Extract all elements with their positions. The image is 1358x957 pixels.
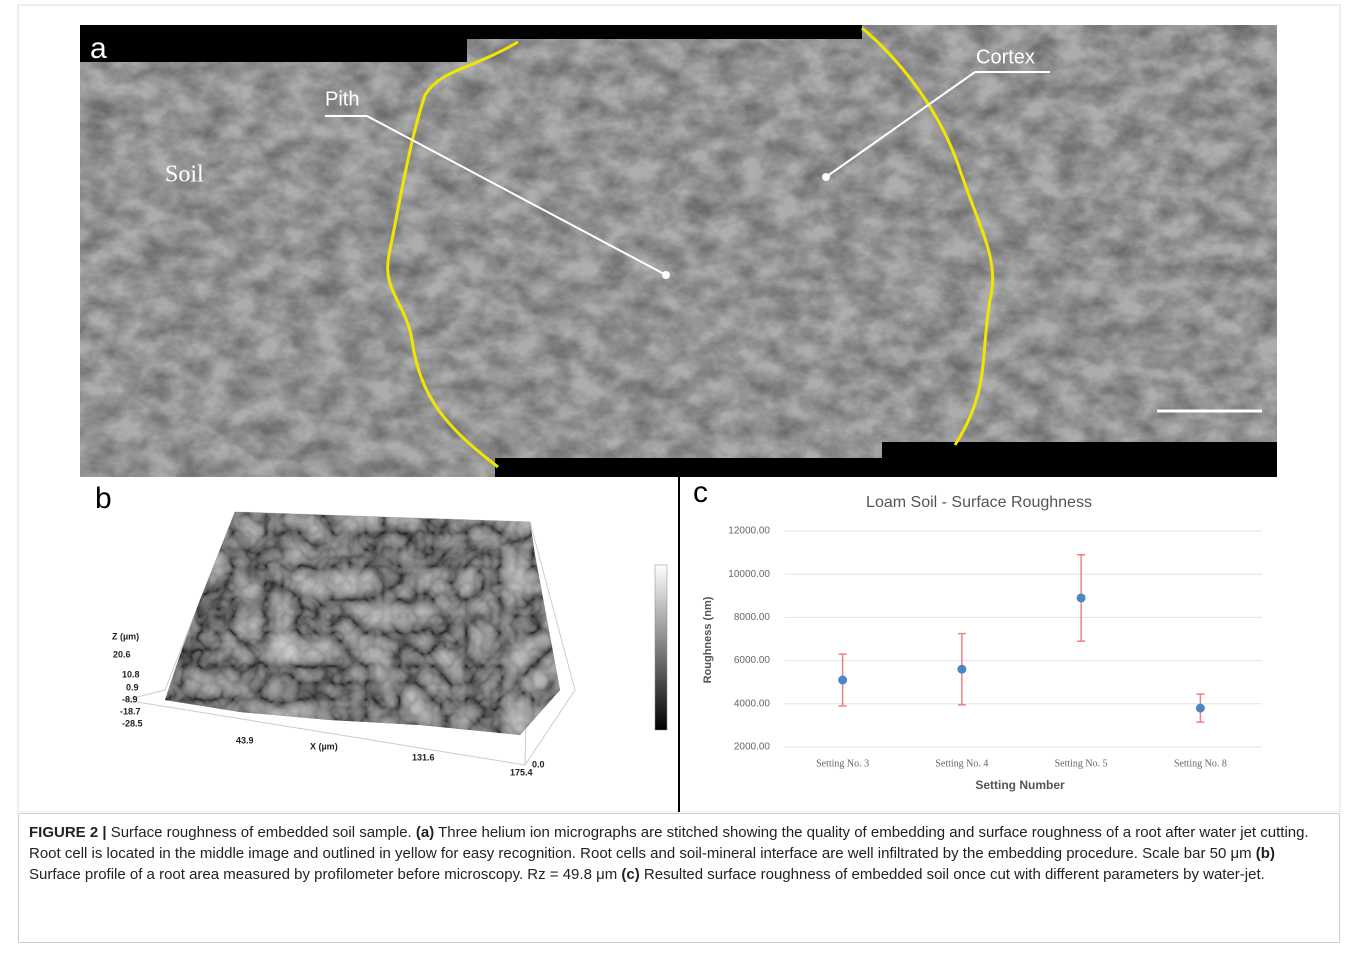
y-tick-label: 6000.00	[734, 655, 771, 666]
y-axis-label: Roughness (nm)	[702, 596, 714, 683]
colorbar	[655, 565, 667, 730]
y-tick-label: 8000.00	[734, 612, 771, 623]
panel-b: b Z (µm) 20.6 10.8 0.9 -8.9 -18.7 -28.5 …	[95, 482, 667, 777]
mask	[882, 442, 1277, 477]
tick-label: 10.8	[122, 669, 140, 679]
x-tick-label: Setting No. 4	[935, 758, 988, 769]
figure: a Pith Cortex Soil b Z (µm) 20.6 10.8 0.…	[0, 0, 1358, 812]
y-tick-label: 12000.00	[728, 526, 770, 537]
micrograph-texture	[80, 25, 1277, 477]
caption-text: Surface profile of a root area measured …	[29, 866, 621, 883]
caption-text: Surface roughness of embedded soil sampl…	[107, 824, 416, 841]
panel-c: c Loam Soil - Surface Roughness Setting …	[693, 476, 1262, 792]
y-tick-label: 10000.00	[728, 569, 770, 580]
label: Pith	[325, 88, 359, 110]
y-tick-label: 4000.00	[734, 698, 771, 709]
x-tick-label: Setting No. 8	[1174, 758, 1227, 769]
caption-tag: (b)	[1256, 845, 1275, 862]
point	[838, 676, 847, 685]
pointer-dot	[662, 271, 670, 279]
tick-label: 175.4	[510, 767, 533, 777]
mask	[80, 25, 467, 62]
caption-text: Resulted surface roughness of embedded s…	[640, 866, 1265, 883]
tick-label: 131.6	[412, 752, 435, 762]
caption-tag: (a)	[416, 824, 434, 841]
page: a Pith Cortex Soil b Z (µm) 20.6 10.8 0.…	[0, 0, 1358, 957]
tick-label: 0.0	[532, 759, 545, 769]
x-axis-label: Setting Number	[975, 778, 1065, 792]
point	[1196, 704, 1205, 713]
point	[1077, 593, 1086, 602]
chart-title: Loam Soil - Surface Roughness	[866, 494, 1092, 511]
label: Soil	[165, 162, 204, 188]
panel-tag: a	[90, 32, 107, 65]
tick-label: -18.7	[120, 706, 141, 716]
caption: FIGURE 2 | Surface roughness of embedded…	[18, 813, 1340, 943]
tick-label: 0.9	[126, 682, 139, 692]
tick-label: 20.6	[113, 649, 131, 659]
x-tick-label: Setting No. 5	[1055, 758, 1108, 769]
axis-label: Z (µm)	[112, 631, 139, 641]
tick-label: -8.9	[122, 694, 138, 704]
panel-a: a Pith Cortex Soil	[80, 25, 1277, 477]
point	[957, 665, 966, 674]
panel-tag: c	[693, 476, 708, 509]
axis-label: X (µm)	[310, 741, 338, 751]
tick-label: -28.5	[122, 718, 143, 728]
caption-tag: (c)	[621, 866, 639, 883]
panel-tag: b	[95, 482, 112, 515]
surface-texture	[150, 505, 570, 745]
pointer-dot	[822, 173, 830, 181]
tick-label: 43.9	[236, 735, 254, 745]
y-tick-label: 2000.00	[734, 742, 771, 753]
label: Cortex	[976, 46, 1035, 68]
x-tick-label: Setting No. 3	[816, 758, 869, 769]
caption-label: FIGURE 2 |	[29, 824, 107, 841]
mask	[467, 25, 862, 39]
